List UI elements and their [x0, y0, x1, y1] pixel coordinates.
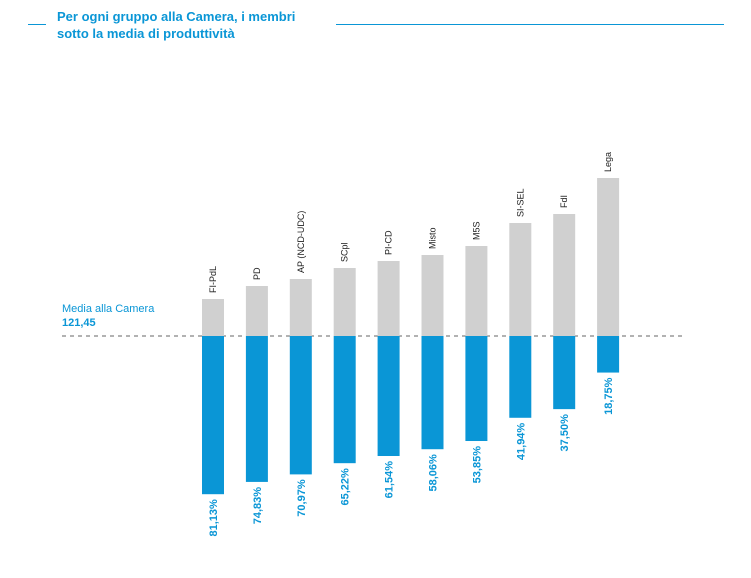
bar — [333, 336, 356, 464]
bar — [202, 336, 224, 495]
category-label: AP (NCD-UDC) — [296, 211, 306, 273]
category-label: FI-PdL — [208, 266, 218, 293]
data-label: 70,97% — [296, 479, 308, 517]
category-label: Misto — [428, 227, 438, 249]
data-label: 74,83% — [252, 487, 264, 525]
bar — [597, 336, 620, 373]
data-label: 53,85% — [471, 446, 483, 484]
data-label: 65,22% — [340, 468, 352, 506]
upper-bar — [465, 246, 488, 336]
upper-bar — [597, 178, 620, 336]
title-rule-left — [28, 24, 46, 25]
reference-value: 121,45 — [62, 317, 96, 329]
data-label: 18,75% — [603, 377, 615, 415]
chart-title: Per ogni gruppo alla Camera, i membri so… — [57, 8, 327, 42]
upper-bar — [202, 299, 224, 336]
chart-title-line-2: sotto la media di produttività — [57, 26, 235, 41]
category-label: PD — [252, 267, 262, 280]
upper-bar — [509, 223, 532, 336]
category-label: SCpl — [340, 242, 350, 262]
bar — [421, 336, 444, 450]
title-block: Per ogni gruppo alla Camera, i membri so… — [0, 0, 751, 60]
upper-bar — [421, 255, 444, 336]
upper-bar — [289, 279, 312, 336]
data-label: 37,50% — [559, 414, 571, 452]
data-label: 41,94% — [515, 423, 527, 461]
bar — [245, 336, 268, 482]
data-label: 58,06% — [428, 454, 440, 492]
category-label: M5S — [471, 221, 481, 240]
bar — [509, 336, 532, 418]
upper-bar — [377, 261, 400, 336]
chart-title-line-1: Per ogni gruppo alla Camera, i membri — [57, 9, 296, 24]
category-label: FdI — [559, 195, 569, 208]
bar — [553, 336, 576, 410]
upper-bar — [553, 214, 576, 336]
upper-bar — [245, 286, 268, 336]
category-label: Lega — [603, 152, 613, 172]
title-rule-right — [336, 24, 724, 25]
bar — [465, 336, 488, 442]
category-label: PI-CD — [384, 230, 394, 255]
bar — [377, 336, 400, 457]
category-label: SI-SEL — [515, 188, 525, 217]
reference-label: Media alla Camera — [62, 303, 155, 315]
bar — [289, 336, 312, 475]
data-label: 61,54% — [384, 461, 396, 499]
upper-bar — [333, 268, 356, 336]
data-label: 81,13% — [208, 499, 220, 537]
